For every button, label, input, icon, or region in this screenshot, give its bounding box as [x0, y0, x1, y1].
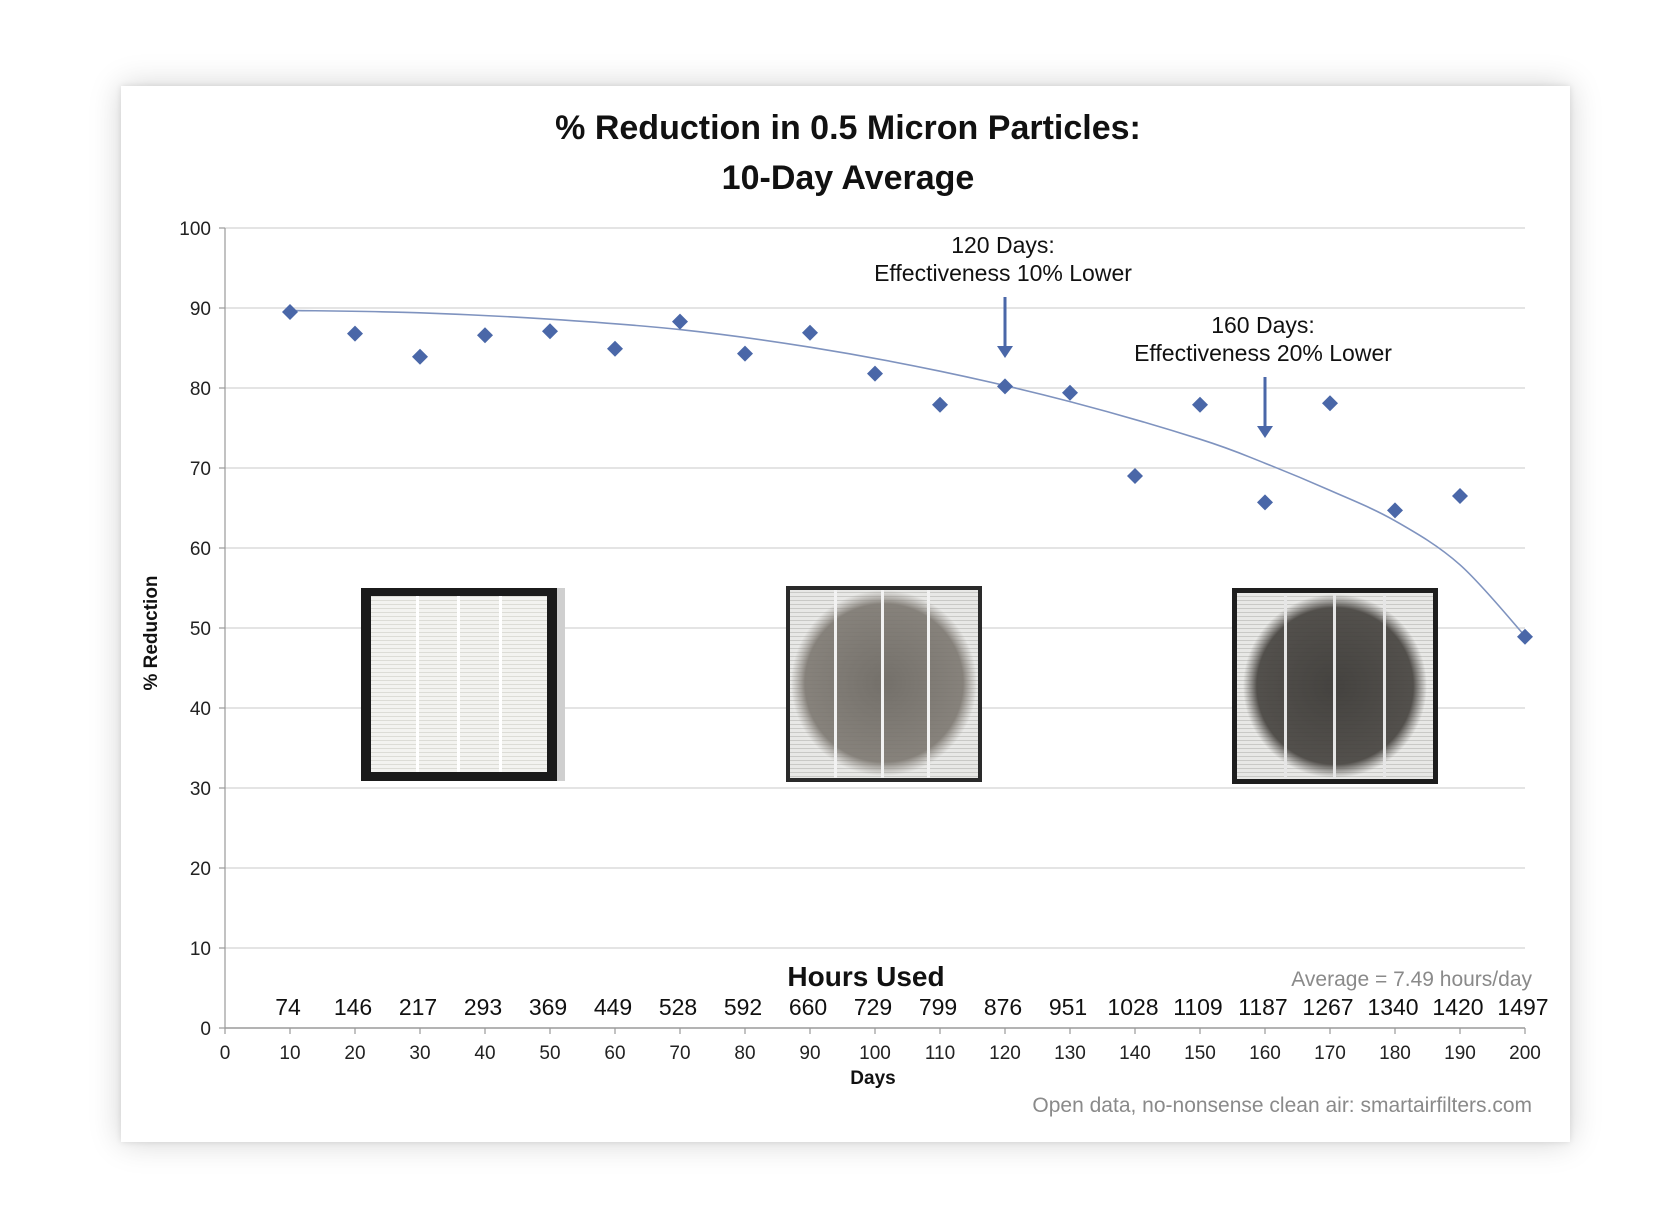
hours-used-day-130: 951 [1049, 994, 1087, 1020]
x-tick-label-20: 20 [344, 1043, 365, 1064]
y-tick-label-60: 60 [190, 539, 211, 560]
x-tick-label-70: 70 [669, 1043, 690, 1064]
hours-used-day-40: 293 [464, 994, 502, 1020]
data-point-day-190 [1452, 488, 1468, 504]
x-tick-label-60: 60 [604, 1043, 625, 1064]
x-tick-label-10: 10 [279, 1043, 300, 1064]
hours-used-day-170: 1267 [1302, 994, 1353, 1020]
y-tick-label-80: 80 [190, 379, 211, 400]
x-tick-label-50: 50 [539, 1043, 560, 1064]
x-tick-label-30: 30 [409, 1043, 430, 1064]
y-tick-label-50: 50 [190, 619, 211, 640]
y-tick-label-70: 70 [190, 459, 211, 480]
y-axis-ticks: 0 10 20 30 40 50 60 70 80 90 100 [179, 219, 225, 1040]
y-tick-label-0: 0 [200, 1019, 211, 1040]
x-tick-label-80: 80 [734, 1043, 755, 1064]
y-tick-label-90: 90 [190, 299, 211, 320]
annotation-160-line2: Effectiveness 20% Lower [1134, 340, 1392, 366]
data-point-day-180 [1387, 502, 1403, 519]
data-point-day-150 [1192, 396, 1208, 413]
hours-used-day-50: 369 [529, 994, 567, 1020]
chart-card: % Reduction in 0.5 Micron Particles: 10-… [121, 86, 1570, 1142]
data-point-day-140 [1127, 468, 1143, 484]
new-filter-photo [361, 588, 565, 781]
annotation-160-arrow-head [1257, 426, 1273, 438]
annotations: 120 Days:Effectiveness 10% Lower 160 Days… [874, 232, 1392, 438]
used-filter-photo [786, 586, 982, 782]
data-point-day-130 [1062, 384, 1078, 401]
y-tick-label-40: 40 [190, 699, 211, 720]
hours-used-day-200: 1497 [1497, 994, 1548, 1020]
data-point-day-80 [737, 345, 753, 362]
data-point-day-120 [997, 378, 1013, 395]
hours-used-day-120: 876 [984, 994, 1022, 1020]
hours-used-labels: 74 146 217 293 369 449 528 592 660 729 799 876 951 10… [275, 994, 1548, 1020]
x-tick-label-150: 150 [1184, 1043, 1216, 1064]
data-point-day-160 [1257, 494, 1273, 511]
hours-used-day-100: 729 [854, 994, 892, 1020]
data-point-day-200 [1517, 628, 1533, 645]
y-tick-label-20: 20 [190, 859, 211, 880]
x-tick-label-120: 120 [989, 1043, 1021, 1064]
y-axis-title: % Reduction [141, 575, 162, 690]
x-tick-label-160: 160 [1249, 1043, 1281, 1064]
x-tick-label-90: 90 [799, 1043, 820, 1064]
chart-title-line1: % Reduction in 0.5 Micron Particles: [555, 109, 1141, 147]
hours-used-day-20: 146 [334, 994, 372, 1020]
hours-used-day-190: 1420 [1432, 994, 1483, 1020]
data-point-day-70 [672, 313, 688, 330]
source-note: Open data, no-nonsense clean air: smarta… [1032, 1094, 1532, 1117]
annotation-120-arrow-head [997, 346, 1013, 358]
data-point-day-20 [347, 325, 363, 342]
average-note: Average = 7.49 hours/day [1291, 968, 1532, 991]
x-tick-label-40: 40 [474, 1043, 495, 1064]
x-tick-label-130: 130 [1054, 1043, 1086, 1064]
hours-used-day-70: 528 [659, 994, 697, 1020]
scatter-chart: % Reduction in 0.5 Micron Particles: 10-… [141, 109, 1549, 1117]
hours-used-day-160: 1187 [1238, 994, 1287, 1020]
x-tick-label-110: 110 [925, 1043, 955, 1064]
y-tick-label-30: 30 [190, 779, 211, 800]
x-axis-title: Days [850, 1068, 895, 1089]
data-point-day-100 [867, 365, 883, 382]
data-points [282, 304, 1533, 645]
hours-used-day-10: 74 [275, 994, 301, 1020]
x-axis-ticks: 0 10 20 30 40 50 60 70 80 90 100 110 120 130 140 150 160… [220, 1028, 1541, 1064]
hours-used-day-140: 1028 [1107, 994, 1158, 1020]
heavily-used-filter-photo [1232, 588, 1438, 784]
hours-used-day-150: 1109 [1173, 994, 1222, 1020]
chart-title-line2: 10-Day Average [722, 159, 975, 197]
hours-used-day-90: 660 [789, 994, 827, 1020]
hours-used-day-110: 799 [919, 994, 957, 1020]
hours-used-day-30: 217 [399, 994, 437, 1020]
data-point-day-110 [932, 396, 948, 413]
data-point-day-90 [802, 324, 818, 341]
annotation-120-line1: 120 Days: [951, 232, 1055, 258]
y-tick-label-100: 100 [179, 219, 211, 240]
data-point-day-60 [607, 340, 623, 357]
data-point-day-10 [282, 304, 298, 320]
annotation-120-line2: Effectiveness 10% Lower [874, 260, 1132, 286]
x-tick-label-140: 140 [1119, 1043, 1151, 1064]
data-point-day-170 [1322, 395, 1338, 412]
x-tick-label-190: 190 [1444, 1043, 1476, 1064]
x-tick-label-170: 170 [1314, 1043, 1346, 1064]
annotation-160-line1: 160 Days: [1211, 312, 1315, 338]
x-tick-label-200: 200 [1509, 1043, 1541, 1064]
data-point-day-40 [477, 327, 493, 344]
hours-used-day-180: 1340 [1367, 994, 1418, 1020]
hours-used-title: Hours Used [787, 961, 944, 992]
x-tick-label-0: 0 [220, 1043, 231, 1064]
data-point-day-50 [542, 323, 558, 340]
data-point-day-30 [412, 348, 428, 365]
x-tick-label-180: 180 [1379, 1043, 1411, 1064]
x-tick-label-100: 100 [859, 1043, 891, 1064]
y-tick-label-10: 10 [190, 939, 211, 960]
hours-used-day-80: 592 [724, 994, 762, 1020]
hours-used-day-60: 449 [594, 994, 632, 1020]
